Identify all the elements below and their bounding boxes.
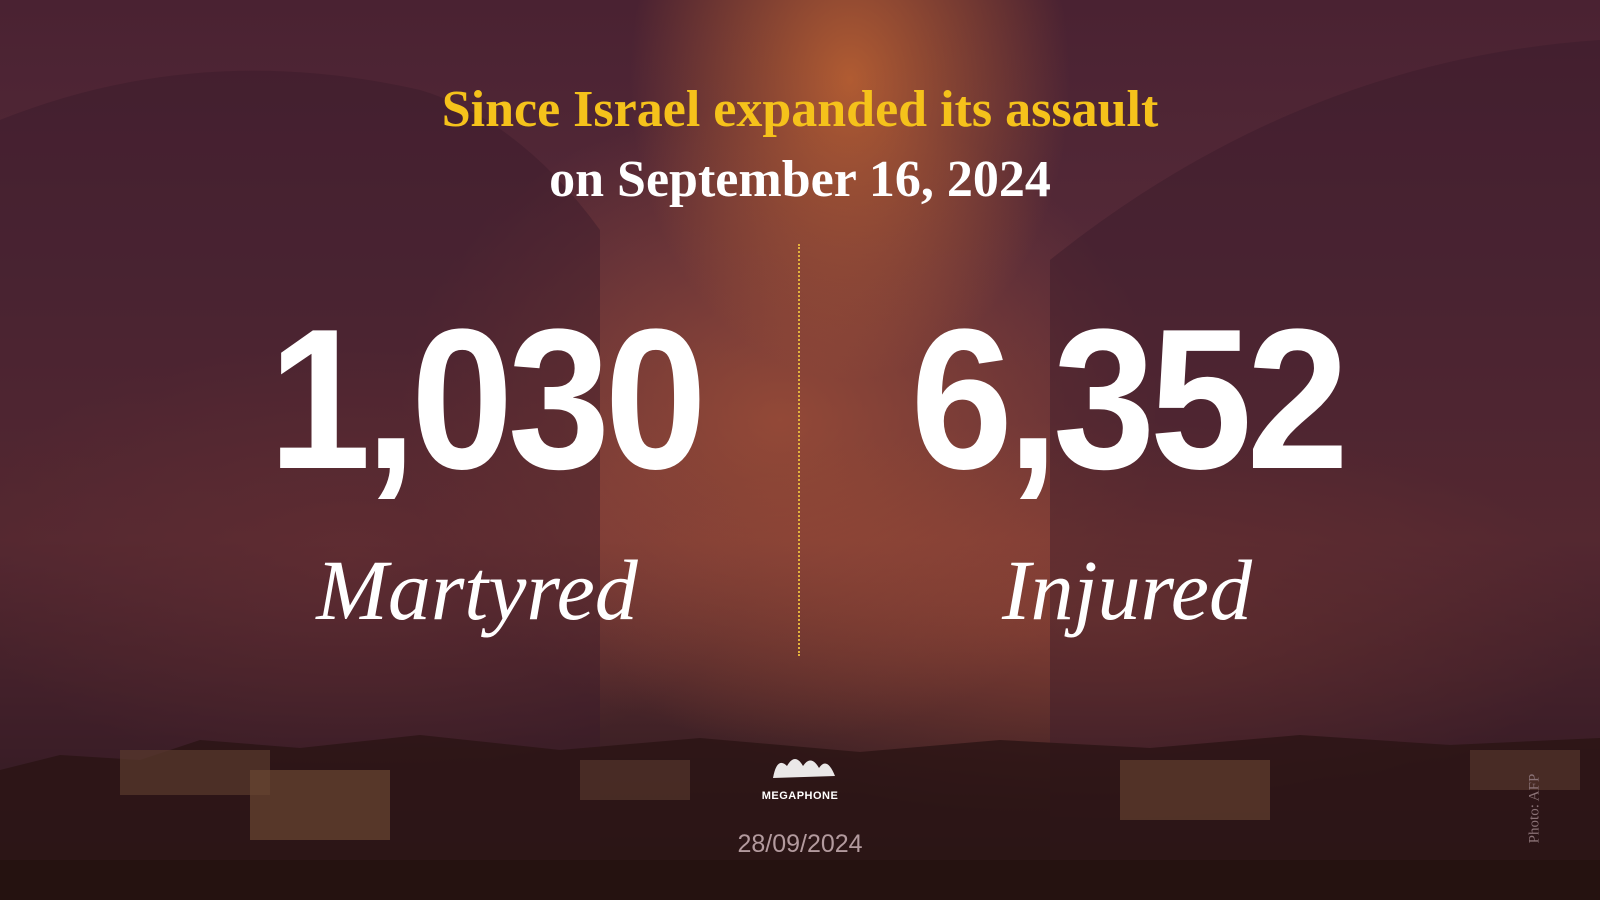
stat-number: 6,352 [910,288,1349,511]
logo-mark [773,759,835,778]
stat-label: Martyred [316,542,638,638]
stat-number: 1,030 [268,288,707,511]
stat-label: Injured [1002,542,1252,638]
photo-credit: Photo: AFP [1526,773,1543,844]
title-line: on September 16, 2024 [549,151,1051,208]
date: 28/09/2024 [737,830,863,858]
logo-text: MEGAPHONE [761,790,839,802]
divider [798,244,800,656]
title-line: Since Israel expanded its assault [441,81,1159,138]
